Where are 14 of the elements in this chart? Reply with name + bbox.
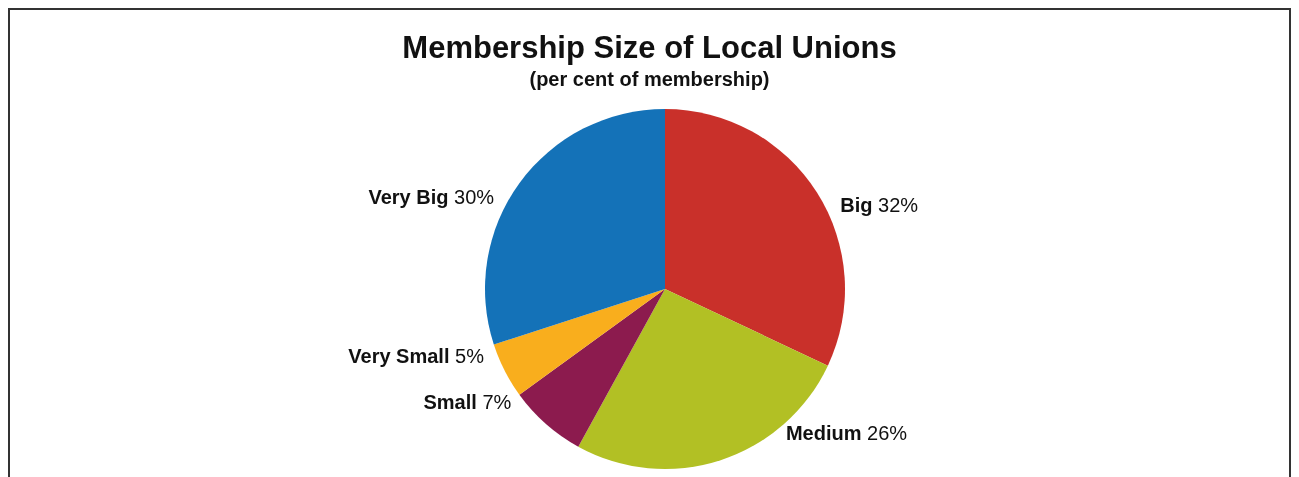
slice-label: Big xyxy=(840,194,873,217)
slice-label: Medium xyxy=(785,421,862,444)
chart-title: Membership Size of Local Unions xyxy=(401,30,898,66)
data-label: 7% xyxy=(476,391,512,414)
data-label: 5% xyxy=(449,345,485,368)
data-label: 26% xyxy=(861,421,908,444)
slice-label: Very Small xyxy=(348,345,450,368)
chart-subtitle: (per cent of membership) xyxy=(528,68,771,91)
slice-label: Small xyxy=(423,391,477,414)
pie-slice xyxy=(519,289,665,447)
data-label: 32% xyxy=(872,194,919,217)
slice-label: Very Big xyxy=(368,186,449,209)
pie-slice xyxy=(493,289,665,395)
data-label: 30% xyxy=(448,186,495,209)
